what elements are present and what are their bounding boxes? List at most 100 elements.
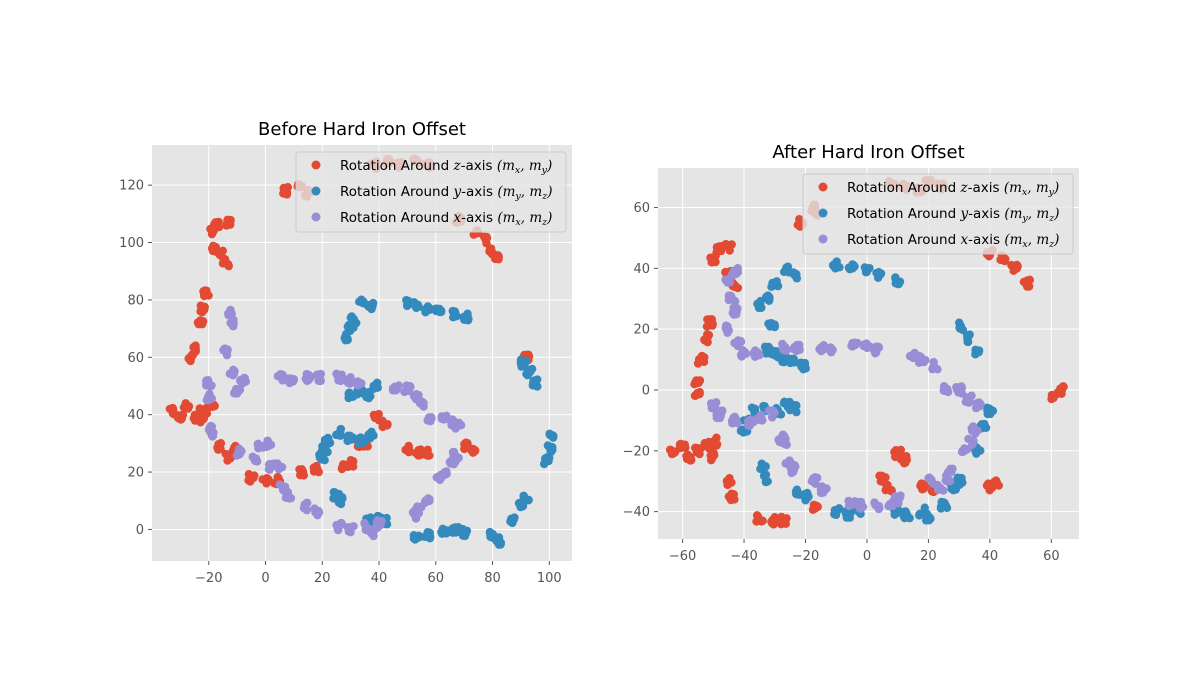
y-tick-label: 40: [127, 408, 144, 423]
scatter-point: [958, 478, 967, 487]
scatter-point: [545, 429, 554, 438]
scatter-point: [971, 403, 981, 413]
scatter-point: [181, 399, 190, 408]
scatter-point: [707, 315, 716, 324]
legend-label-part: z: [1048, 239, 1055, 250]
scatter-point: [712, 440, 722, 449]
scatter-point: [753, 512, 763, 521]
scatter-point: [943, 470, 952, 479]
scatter-point: [851, 340, 860, 350]
scatter-point: [250, 471, 259, 480]
scatter-point: [963, 335, 973, 345]
scatter-point: [332, 369, 341, 378]
scatter-point: [718, 406, 727, 415]
scatter-point: [352, 378, 361, 388]
scatter-point: [323, 447, 332, 457]
y-tick-label: −40: [623, 505, 650, 520]
legend-label: Rotation Around z-axis (mx, my): [340, 158, 552, 176]
chart-before-hard-iron-offset: Before Hard Iron Offset −20 0 20 40 60 80 100 0…: [119, 119, 572, 586]
scatter-point: [761, 470, 771, 479]
x-tick-label: −60: [669, 549, 696, 564]
legend-label: Rotation Around x-axis (mx, mz): [340, 210, 552, 228]
legend-label-part: y: [959, 206, 968, 222]
scatter-point: [529, 376, 538, 385]
scatter-point: [400, 387, 409, 397]
legend-label-part: Rotation Around: [340, 184, 453, 200]
scatter-point: [432, 304, 441, 313]
scatter-point: [862, 265, 872, 275]
scatter-point: [789, 463, 798, 473]
scatter-point: [250, 454, 260, 463]
legend-label-part: x: [1022, 239, 1028, 250]
chart-after-hard-iron-offset: After Hard Iron Offset −60 −40 −20 0 20 40 60 −…: [623, 142, 1079, 564]
y-tick-label: 60: [127, 351, 144, 366]
y-tick-label: 120: [119, 179, 144, 194]
legend-label-part: y: [452, 184, 461, 200]
scatter-point: [694, 355, 704, 364]
scatter-point: [336, 431, 345, 440]
x-tick-label: 20: [314, 571, 331, 586]
x-tick-label: 60: [428, 571, 445, 586]
scatter-point: [389, 386, 399, 395]
legend-label-part: z: [959, 180, 968, 196]
x-tick-label: 40: [982, 549, 999, 564]
scatter-point: [357, 295, 366, 304]
legend-marker: [818, 182, 828, 192]
scatter-point: [346, 391, 355, 401]
scatter-point: [253, 439, 263, 449]
x-tick-label: 80: [484, 571, 501, 586]
legend-label-part: -axis: [461, 210, 497, 226]
scatter-point: [349, 457, 358, 466]
scatter-point: [870, 344, 879, 354]
scatter-point: [827, 345, 836, 355]
scatter-point: [425, 532, 435, 542]
scatter-point: [347, 312, 356, 321]
scatter-point: [360, 519, 369, 529]
scatter-point: [207, 244, 217, 253]
scatter-point: [895, 493, 904, 502]
legend-label-part: x: [515, 165, 521, 176]
scatter-point: [969, 437, 978, 446]
scatter-point: [969, 424, 978, 433]
legend-label-part: ): [1053, 206, 1059, 222]
scatter-point: [446, 457, 455, 466]
scatter-point: [433, 472, 443, 482]
legend-label-part: Rotation Around: [847, 206, 960, 222]
scatter-point: [761, 477, 771, 487]
scatter-point: [988, 406, 998, 416]
scatter-point: [756, 464, 766, 473]
scatter-point: [792, 269, 801, 279]
x-tick-label: 40: [371, 571, 388, 586]
y-tick-label: 20: [633, 323, 650, 338]
scatter-point: [525, 368, 534, 377]
legend-label-part: Rotation Around: [847, 232, 960, 248]
scatter-point: [723, 480, 732, 490]
scatter-point: [914, 354, 924, 364]
scatter-point: [279, 189, 288, 198]
chart-title: Before Hard Iron Offset: [258, 119, 466, 140]
scatter-point: [692, 448, 702, 457]
legend-marker: [818, 208, 828, 218]
scatter-point: [496, 538, 506, 547]
scatter-point: [458, 524, 468, 534]
scatter-point: [361, 388, 370, 397]
legend: Rotation Around z-axis (mx, my) Rotation …: [295, 151, 567, 233]
scatter-point: [189, 343, 198, 352]
scatter-point: [721, 324, 730, 333]
legend-label-part: Rotation Around: [847, 180, 960, 196]
scatter-point: [223, 345, 232, 354]
scatter-point: [770, 320, 779, 329]
legend-marker: [311, 212, 321, 222]
legend-label-part: -axis: [968, 232, 1004, 248]
scatter-point: [409, 531, 419, 540]
scatter-point: [543, 441, 553, 450]
scatter-point: [811, 479, 820, 489]
scatter-point: [896, 455, 906, 464]
legend-label-part: x: [453, 210, 461, 226]
scatter-point: [956, 322, 966, 331]
scatter-point: [740, 347, 750, 357]
scatter-point: [779, 517, 788, 527]
scatter-point: [977, 420, 987, 429]
scatter-point: [413, 300, 423, 310]
scatter-point: [274, 464, 283, 473]
